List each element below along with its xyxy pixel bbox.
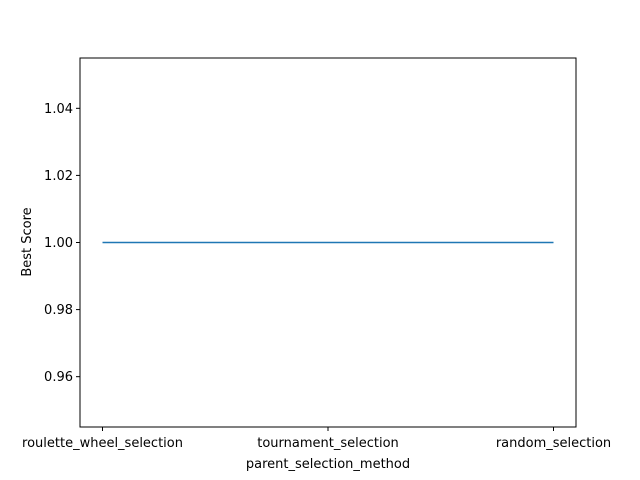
plot-frame-border	[79, 57, 577, 428]
x-tick-label: random_selection	[496, 436, 611, 451]
y-tick-label: 1.02	[44, 169, 73, 184]
y-tick-label: 0.98	[44, 303, 73, 318]
x-tick-label: tournament_selection	[257, 436, 399, 451]
y-tick-label: 0.96	[44, 370, 73, 385]
y-tick-label: 1.00	[44, 236, 73, 251]
y-axis: 0.96 0.98 1.00 1.02 1.04	[44, 102, 80, 385]
y-axis-label: Best Score	[20, 207, 35, 276]
y-tick-label: 1.04	[44, 102, 73, 117]
x-axis: roulette_wheel_selection tournament_selec…	[22, 427, 611, 451]
x-axis-label: parent_selection_method	[246, 457, 410, 472]
x-tick-label: roulette_wheel_selection	[22, 436, 183, 451]
